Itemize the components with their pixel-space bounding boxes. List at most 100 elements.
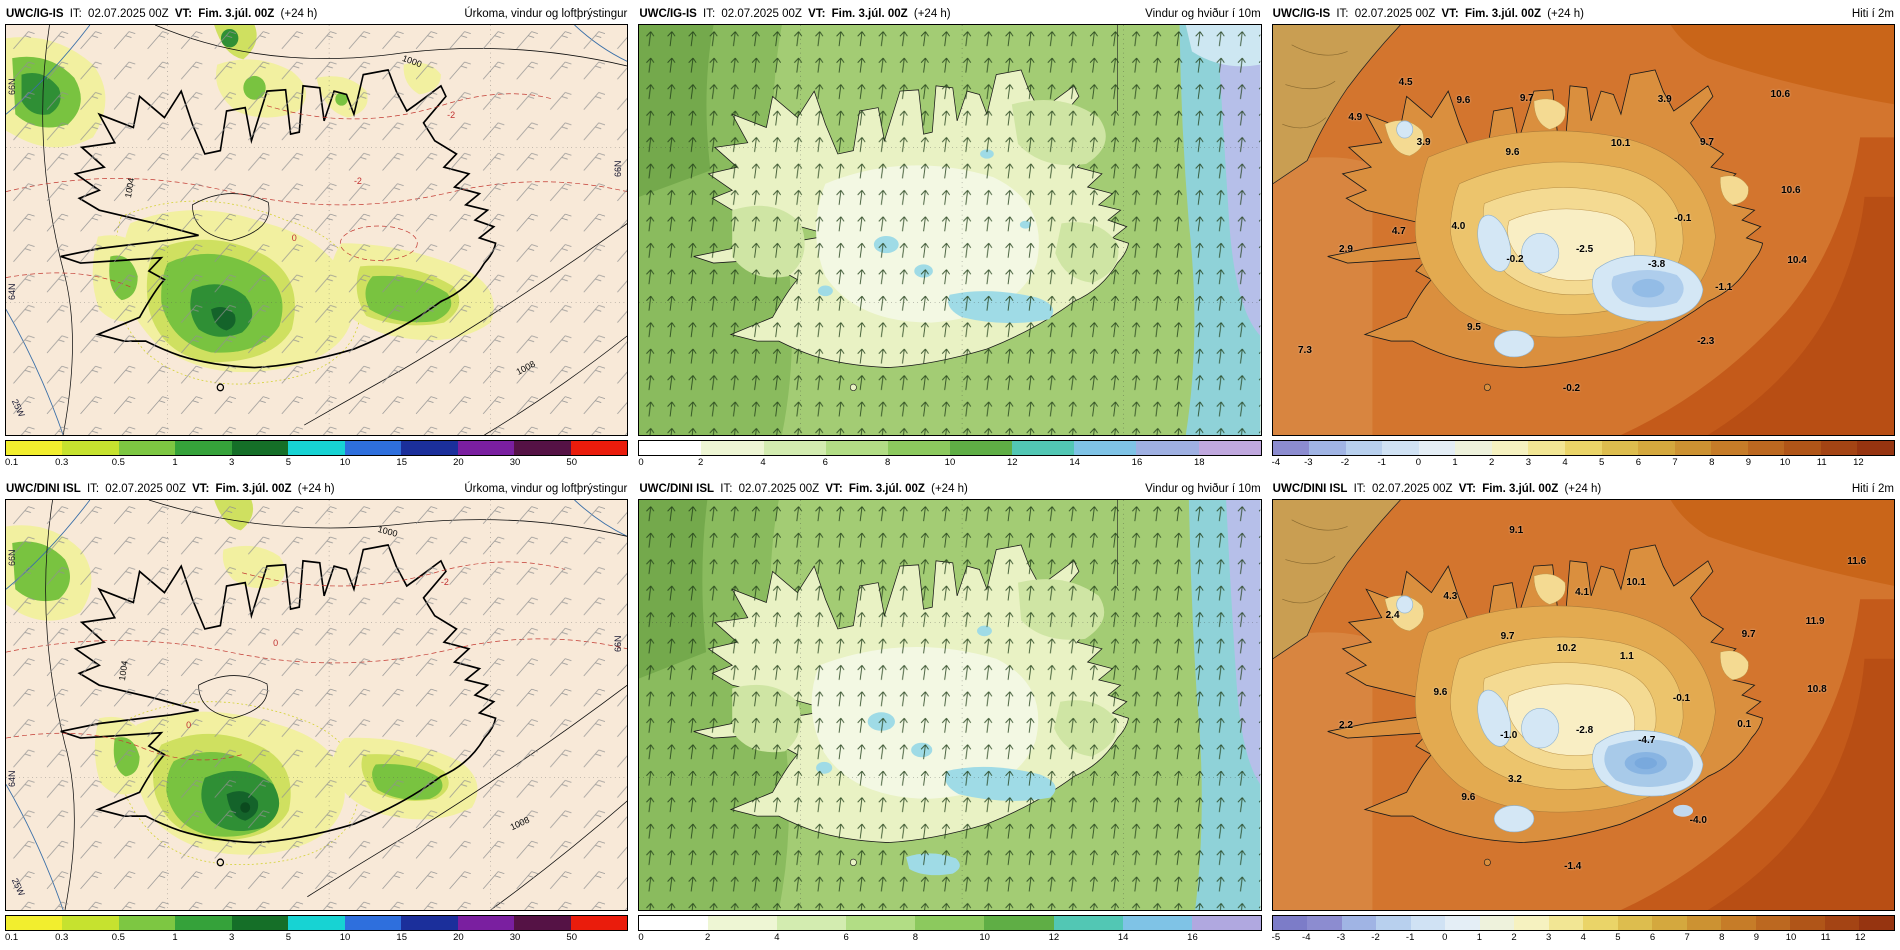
colorbar-segment <box>1790 916 1825 930</box>
run-info: UWC/DINI ISL IT: 02.07.2025 00Z VT: Fim.… <box>1273 482 1605 496</box>
colorbar-tick-label: -2 <box>1371 932 1380 943</box>
colorbar-segment <box>1755 916 1791 930</box>
colorbar-segment <box>887 441 951 455</box>
colorbar-segment <box>231 916 289 930</box>
init-label: IT: <box>1336 8 1349 20</box>
colorbar-tick-label: 8 <box>1709 457 1715 468</box>
panel-dini-precip: UWC/DINI ISL IT: 02.07.2025 00Z VT: Fim.… <box>0 475 634 950</box>
colorbar-tick-label: 12 <box>1853 457 1864 468</box>
colorbar-tick: 30 <box>510 457 572 469</box>
panel-dini-temp: UWC/DINI ISL IT: 02.07.2025 00Z VT: Fim.… <box>1266 475 1900 950</box>
colorbar-segment <box>950 441 1013 455</box>
colorbar-segment <box>288 916 345 930</box>
colorbar-tick-label: -3 <box>1304 457 1313 468</box>
colorbar-tick: 1 <box>1476 932 1514 944</box>
colorbar-tick: 0.5 <box>112 932 175 944</box>
colorbar-tick: 5 <box>286 932 345 944</box>
map-dini-temp: 9.1 2.4 4.3 4.1 10.1 11.6 9.7 10.2 1.1 9.7 11.9 9.6… <box>1271 499 1895 911</box>
colorbar-tick: 4 <box>760 457 825 469</box>
colorbar-tick-label: 4 <box>1562 457 1568 468</box>
colorbar-segment <box>457 916 515 930</box>
colorbar-segment <box>1309 441 1346 455</box>
colorbar-tick: 1 <box>172 932 232 944</box>
colorbar-tick: 2 <box>698 457 763 469</box>
wind-barbs <box>6 500 628 910</box>
colorbar-tick: 18 <box>1194 457 1261 469</box>
colorbar-tick: -1 <box>1406 932 1445 944</box>
colorbar-segment <box>1345 441 1383 455</box>
colorbar-segment <box>1341 916 1377 930</box>
colorbar-segment <box>1638 441 1675 455</box>
wind-colorbar <box>638 440 1262 456</box>
colorbar-tick-label: 2 <box>1489 457 1495 468</box>
colorbar-tick: 4 <box>1562 457 1602 469</box>
colorbar-segment <box>457 441 515 455</box>
colorbar-tick-label: 9 <box>1753 932 1760 943</box>
colorbar-tick: 0.1 <box>5 932 62 944</box>
colorbar-tick-label: 14 <box>1117 932 1129 943</box>
colorbar-tick-label: 2 <box>704 932 711 943</box>
temp-colorbar-ticks: -5 -4 -3 -2 -1 0 1 2 3 4 5 6 7 8 9 10 11 12 <box>1272 932 1895 944</box>
colorbar-segment <box>763 441 826 455</box>
lead-time: (+24 h) <box>1547 8 1584 20</box>
temp-map-image <box>1272 25 1894 435</box>
colorbar-tick: 0 <box>1416 457 1455 469</box>
colorbar-tick: 8 <box>912 932 984 944</box>
colorbar-segment <box>1445 916 1480 930</box>
colorbar-tick: 12 <box>1049 932 1123 944</box>
colorbar-segment <box>1686 916 1722 930</box>
map-igis-wind <box>638 24 1262 436</box>
colorbar-tick-label: 5 <box>285 457 292 468</box>
colorbar-tick: 1 <box>172 457 232 469</box>
colorbar-tick-label: -1 <box>1377 457 1386 468</box>
colorbar-tick-label: 10 <box>1779 457 1791 468</box>
map-dini-precip: 1008 1004 1000 -2 0 0 66N 64N 66N 25W <box>5 499 629 911</box>
colorbar-tick: 6 <box>1650 932 1688 944</box>
colorbar-segment <box>118 441 176 455</box>
colorbar-tick: 2 <box>1489 457 1529 469</box>
colorbar-segment <box>639 916 709 930</box>
wind-map-image <box>639 500 1261 910</box>
colorbar-tick-label: -5 <box>1271 932 1281 943</box>
colorbar-tick-label: 4 <box>774 932 780 943</box>
variable-name: Vindur og hviður í 10m <box>1145 483 1261 495</box>
colorbar-tick-label: 30 <box>509 457 521 468</box>
colorbar-tick-label: 1 <box>1476 932 1483 943</box>
colorbar-tick-label: -1 <box>1405 932 1415 943</box>
colorbar-tick: -3 <box>1337 932 1376 944</box>
wind-barbs <box>6 25 628 435</box>
colorbar-tick: 8 <box>1709 457 1749 469</box>
colorbar-segment <box>1491 441 1529 455</box>
variable-name: Úrkoma, vindur og loftþrýstingur <box>464 8 628 20</box>
run-info: UWC/IG-IS IT: 02.07.2025 00Z VT: Fim. 3.… <box>6 7 320 21</box>
model-name: UWC/IG-IS <box>1272 8 1331 20</box>
colorbar-tick-label: 0.3 <box>55 457 69 468</box>
colorbar-tick: 50 <box>566 457 629 469</box>
colorbar-tick: 14 <box>1069 457 1137 469</box>
colorbar-segment <box>1455 441 1492 455</box>
colorbar-tick: 12 <box>1853 457 1895 469</box>
colorbar-tick: -5 <box>1272 932 1307 944</box>
colorbar-tick-label: 8 <box>912 932 919 943</box>
colorbar-segment <box>1272 441 1310 455</box>
colorbar-tick: 6 <box>823 457 887 469</box>
model-name: UWC/DINI ISL <box>639 483 715 495</box>
colorbar-segment <box>1074 441 1137 455</box>
colorbar-tick: 3 <box>229 457 289 469</box>
valid-label: VT: <box>1458 483 1476 495</box>
precip-map-image <box>6 500 628 910</box>
model-name: UWC/DINI ISL <box>1272 483 1348 495</box>
colorbar-segment <box>1198 441 1261 455</box>
colorbar-tick: 20 <box>453 457 515 469</box>
colorbar-tick: 50 <box>566 932 629 944</box>
colorbar-tick: 10 <box>340 457 402 469</box>
lead-time: (+24 h) <box>913 8 951 20</box>
colorbar-tick: 30 <box>510 932 572 944</box>
colorbar-tick: 11 <box>1821 932 1861 944</box>
wind-colorbar-ticks: 0 2 4 6 8 10 12 14 16 18 <box>638 457 1261 469</box>
colorbar-tick-label: 0.5 <box>111 457 125 468</box>
colorbar-tick: 16 <box>1132 457 1199 469</box>
variable-name: Hiti í 2m <box>1851 8 1894 20</box>
wind-arrows <box>639 500 1261 910</box>
colorbar-tick-label: 16 <box>1187 932 1198 943</box>
